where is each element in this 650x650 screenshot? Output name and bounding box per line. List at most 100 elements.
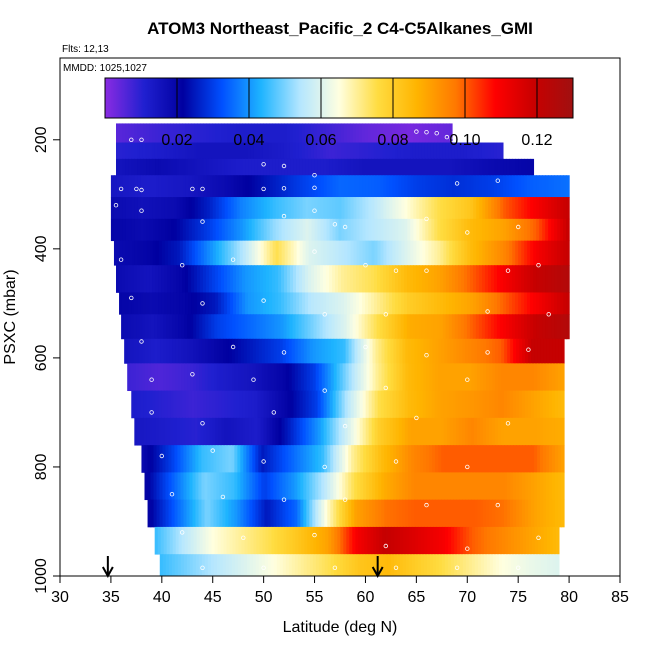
heatmap-cell bbox=[426, 554, 431, 577]
heatmap-cell bbox=[497, 390, 502, 419]
heatmap-cell bbox=[275, 240, 280, 266]
heatmap-cell bbox=[492, 554, 497, 577]
heatmap-cell bbox=[168, 554, 173, 577]
heatmap-cell bbox=[383, 390, 388, 419]
heatmap-cell bbox=[239, 240, 244, 266]
heatmap-cell bbox=[207, 554, 212, 577]
heatmap-cell bbox=[468, 499, 472, 528]
heatmap-cell bbox=[263, 175, 268, 198]
heatmap-cell bbox=[407, 123, 411, 143]
heatmap-cell bbox=[210, 338, 215, 364]
heatmap-cell bbox=[350, 240, 355, 266]
heatmap-cell bbox=[203, 123, 207, 143]
heatmap-cell bbox=[173, 175, 178, 198]
heatmap-cell bbox=[181, 363, 185, 392]
heatmap-cell bbox=[272, 390, 277, 419]
heatmap-cell bbox=[303, 554, 308, 577]
heatmap-cell bbox=[291, 363, 296, 392]
heatmap-cell bbox=[522, 363, 526, 392]
heatmap-cell bbox=[188, 175, 193, 198]
heatmap-cell bbox=[306, 445, 310, 473]
heatmap-cell bbox=[187, 526, 192, 555]
heatmap-cell bbox=[404, 158, 408, 176]
heatmap-cell bbox=[522, 472, 526, 501]
data-point bbox=[495, 502, 500, 508]
heatmap-cell bbox=[336, 472, 340, 501]
heatmap-cell bbox=[527, 175, 531, 198]
heatmap-cell bbox=[493, 142, 498, 160]
heatmap-cell bbox=[445, 142, 450, 160]
heatmap-cell bbox=[219, 472, 224, 501]
heatmap-cell bbox=[436, 526, 440, 555]
heatmap-cell bbox=[563, 218, 567, 242]
heatmap-cell bbox=[263, 265, 267, 293]
heatmap-cell bbox=[402, 445, 406, 473]
heatmap-cell bbox=[296, 265, 300, 293]
heatmap-cell bbox=[170, 390, 174, 419]
heatmap-cell bbox=[226, 526, 231, 555]
heatmap-cell bbox=[506, 240, 510, 266]
heatmap-cell bbox=[257, 417, 262, 446]
heatmap-cell bbox=[419, 218, 423, 242]
heatmap-cell bbox=[434, 158, 438, 176]
heatmap-cell bbox=[221, 197, 226, 220]
heatmap-cell bbox=[356, 123, 360, 143]
heatmap-cell bbox=[359, 123, 363, 143]
heatmap-cell bbox=[393, 499, 397, 528]
heatmap-cell bbox=[208, 526, 213, 555]
heatmap-cell bbox=[331, 526, 335, 555]
x-tick-label: 45 bbox=[204, 589, 222, 606]
heatmap-cell bbox=[477, 445, 481, 473]
heatmap-cell bbox=[209, 265, 213, 293]
heatmap-cell bbox=[287, 197, 292, 220]
heatmap-cell bbox=[422, 292, 426, 315]
heatmap-cell bbox=[350, 158, 354, 176]
heatmap-cell bbox=[561, 363, 565, 392]
heatmap-cell bbox=[281, 390, 286, 419]
heatmap-cell bbox=[192, 472, 197, 501]
heatmap-cell bbox=[442, 526, 446, 555]
heatmap-cell bbox=[374, 175, 379, 198]
heatmap-cell bbox=[192, 445, 196, 473]
heatmap-cell bbox=[182, 417, 186, 446]
heatmap-cell bbox=[263, 240, 268, 266]
heatmap-cell bbox=[145, 338, 149, 364]
heatmap-cell bbox=[531, 363, 535, 392]
heatmap-cell bbox=[542, 175, 546, 198]
heatmap-cell bbox=[407, 240, 411, 266]
heatmap-cell bbox=[191, 417, 196, 446]
heatmap-cell bbox=[430, 142, 435, 160]
heatmap-cell bbox=[127, 363, 131, 392]
heatmap-cell bbox=[386, 265, 390, 293]
heatmap-cell bbox=[512, 417, 517, 446]
heatmap-cell bbox=[278, 197, 283, 220]
heatmap-cell bbox=[312, 363, 317, 392]
heatmap-cell bbox=[187, 314, 191, 340]
heatmap-cell bbox=[122, 175, 127, 198]
heatmap-cell bbox=[167, 417, 171, 446]
heatmap-cell bbox=[271, 526, 276, 555]
heatmap-cell bbox=[251, 390, 256, 419]
heatmap-cell bbox=[140, 390, 144, 419]
x-tick-label: 60 bbox=[357, 589, 375, 606]
heatmap-cell bbox=[401, 390, 406, 419]
heatmap-cell bbox=[165, 554, 170, 577]
heatmap-cell bbox=[240, 338, 245, 364]
heatmap-cell bbox=[457, 142, 462, 160]
heatmap-cell bbox=[566, 197, 570, 220]
heatmap-cell bbox=[216, 499, 221, 528]
heatmap-cell bbox=[494, 175, 498, 198]
heatmap-cell bbox=[463, 142, 468, 160]
heatmap-cell bbox=[299, 158, 303, 176]
heatmap-cell bbox=[140, 123, 144, 143]
heatmap-cell bbox=[130, 363, 134, 392]
heatmap-cell bbox=[170, 218, 175, 242]
heatmap-cell bbox=[166, 338, 170, 364]
heatmap-cell bbox=[339, 499, 343, 528]
heatmap-cell bbox=[392, 197, 396, 220]
heatmap-cell bbox=[519, 499, 523, 528]
heatmap-cell bbox=[131, 158, 135, 176]
heatmap-cell bbox=[516, 526, 521, 555]
heatmap-cell bbox=[318, 554, 323, 577]
heatmap-cell bbox=[272, 175, 277, 198]
